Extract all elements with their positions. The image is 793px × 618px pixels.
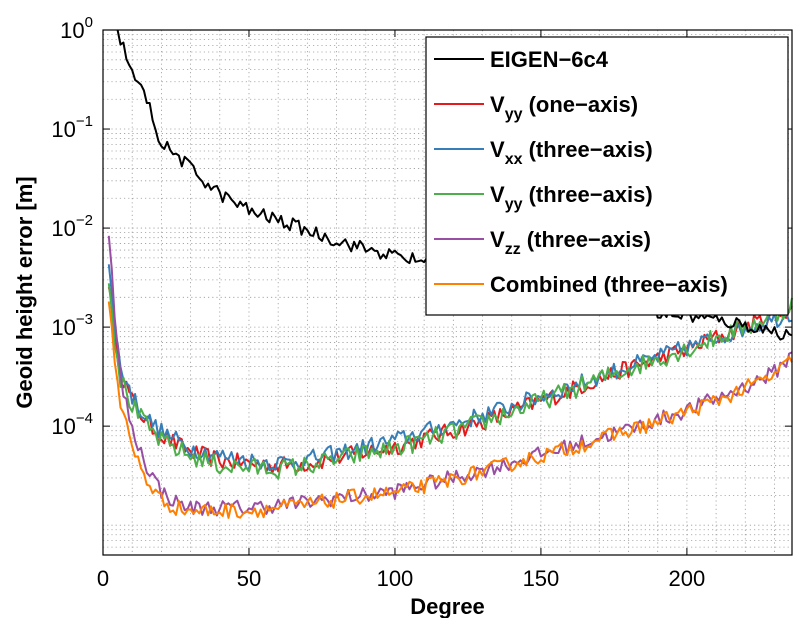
legend-label: Vyy (three−axis) <box>490 182 653 213</box>
legend-label: EIGEN−6c4 <box>490 47 609 72</box>
x-tick-label: 200 <box>669 566 706 591</box>
y-tick-label: 10−4 <box>51 410 93 439</box>
series-line <box>107 301 793 519</box>
series-line <box>107 264 793 472</box>
y-tick-label: 10−1 <box>51 113 93 142</box>
legend-label: Combined (three−axis) <box>490 272 728 297</box>
x-tick-labels: 0 50 100 150 200 <box>97 566 705 591</box>
series-line <box>107 286 793 474</box>
x-tick-label: 50 <box>237 566 261 591</box>
x-axis-label: Degree <box>410 594 485 618</box>
y-tick-labels: 100 10−1 10−2 10−3 10−4 <box>51 14 93 439</box>
legend-label: Vxx (three−axis) <box>490 137 653 168</box>
y-axis-label: Geoid height error [m] <box>12 176 37 408</box>
y-tick-label: 10−3 <box>51 311 93 340</box>
y-tick-label: 100 <box>60 14 93 43</box>
plot-frame <box>102 29 793 556</box>
legend-label: Vzz (three−axis) <box>490 227 651 258</box>
legend-box <box>425 36 789 316</box>
y-tick-label: 10−2 <box>51 212 93 241</box>
x-tick-label: 150 <box>523 566 560 591</box>
series-line <box>107 283 793 480</box>
legend: EIGEN−6c4 Vyy (one−axis) Vxx (three−axis) V… <box>425 36 789 316</box>
x-tick-label: 0 <box>97 566 109 591</box>
legend-label: Vyy (one−axis) <box>490 92 638 123</box>
x-tick-label: 100 <box>377 566 414 591</box>
